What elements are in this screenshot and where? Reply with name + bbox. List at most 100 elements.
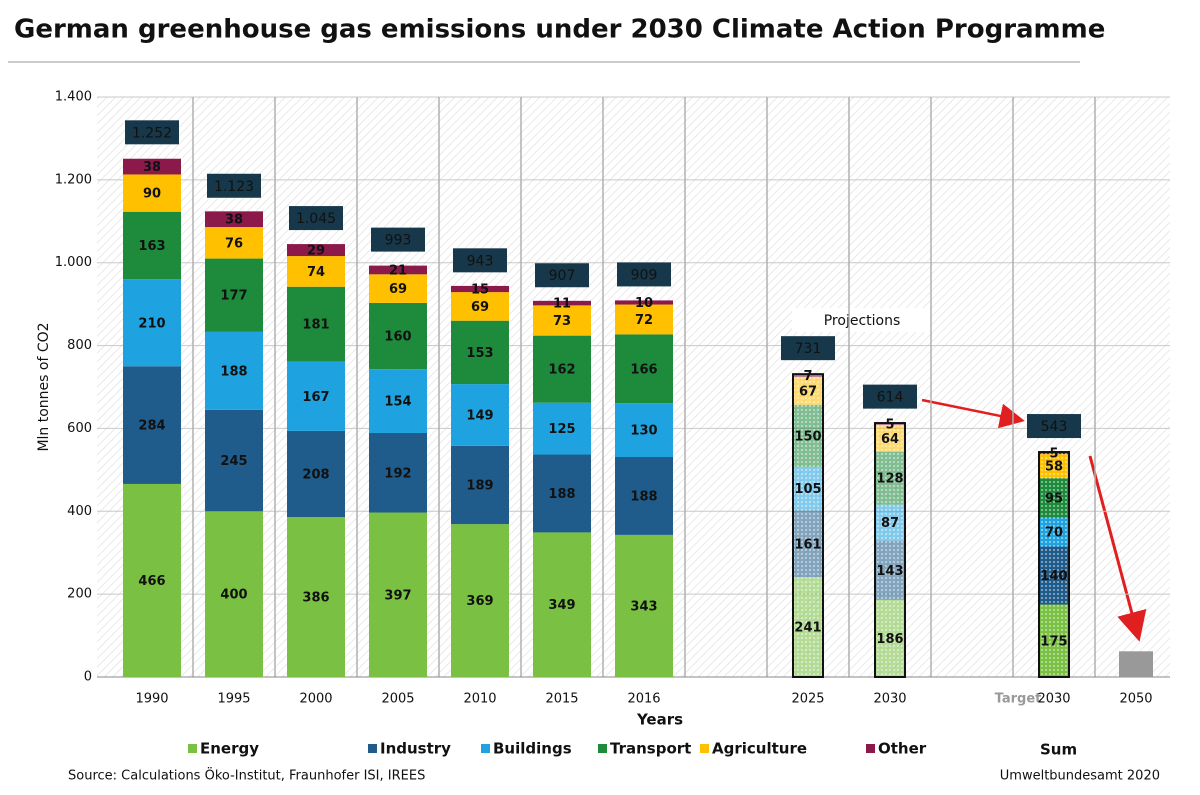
bar-segment [123,158,181,175]
bar-texture [875,451,905,505]
data-label: 466 [138,574,165,589]
total-box [535,263,589,288]
bar-segment [533,305,591,336]
bar-segment [615,534,673,677]
bar-segment [533,402,591,455]
legend-swatch [866,744,875,753]
data-label: 70 [1045,526,1063,541]
bar-texture [793,374,823,378]
legend-label: Industry [380,740,451,758]
data-label: 162 [548,363,575,378]
data-label: 38 [143,160,161,175]
bar-segment [287,361,345,431]
x-tick-label: 2016 [627,692,660,707]
data-label: 343 [630,599,657,614]
bar-segment [451,445,509,525]
total-box [453,248,507,273]
data-label: 149 [466,408,493,423]
data-label: 150 [794,429,821,444]
data-label: 38 [225,213,243,228]
bar-segment [205,331,263,410]
legend-label: Other [878,740,927,758]
data-label: 167 [302,390,329,405]
bar-texture [1039,517,1069,547]
y-tick-label: 1.200 [55,172,92,187]
legend-swatch [700,744,709,753]
data-label: 188 [630,489,657,504]
total-box [207,173,261,198]
data-label: 208 [302,468,329,483]
legend-label: Buildings [493,740,572,758]
data-label: 29 [307,244,325,259]
y-tick-label: 1.400 [55,90,92,105]
bar-segment [615,304,673,335]
data-label: 125 [548,422,575,437]
data-label: 140 [1040,569,1067,584]
data-label: 188 [220,364,247,379]
data-label: 189 [466,478,493,493]
arrow [921,398,1025,429]
bar-segment [287,517,345,677]
total-label: 731 [795,341,822,357]
data-label: 105 [794,482,821,497]
bar-segment [451,320,509,385]
data-label: 284 [138,419,165,434]
bar-segment [615,457,673,535]
data-label: 163 [138,239,165,254]
data-label: 128 [876,472,903,487]
data-label: 87 [881,516,899,531]
data-label: 160 [384,330,411,345]
bar-texture [875,540,905,600]
data-label: 210 [138,316,165,331]
data-label: 175 [1040,634,1067,649]
x-tick-label: 2000 [299,692,332,707]
bar-segment [451,292,509,321]
total-label: 993 [385,233,412,249]
bar-outline [1038,451,1070,678]
data-label: 72 [635,313,653,328]
bar-texture [1039,454,1069,479]
data-label: 400 [220,588,247,603]
bar-segment [533,335,591,403]
target-label: Target [995,692,1042,707]
total-label: 943 [467,253,494,269]
bar-segment [615,334,673,404]
x-axis-label: Years [636,711,683,729]
data-label: 58 [1045,460,1063,475]
data-label: 76 [225,236,243,251]
bar-segment [205,258,263,332]
total-label: 1.252 [132,125,172,141]
bar-segment [287,430,345,518]
legend-swatch [598,744,607,753]
data-label: 5 [885,418,894,433]
y-tick-label: 0 [84,670,92,685]
bar-texture [793,577,823,677]
bar-segment [287,256,345,287]
data-label: 5 [1049,447,1058,462]
bar-segment [205,227,263,259]
total-box [1027,414,1081,439]
bar-texture [793,466,823,511]
data-label: 95 [1045,491,1063,506]
legend-swatch [481,744,490,753]
data-label: 73 [553,314,571,329]
legend-swatch [188,744,197,753]
total-box [125,120,179,145]
bar-texture [875,423,905,426]
bar-segment [123,279,181,367]
total-label: 543 [1041,419,1068,435]
bar-segment [451,524,509,677]
y-tick-label: 600 [67,421,92,436]
legend-label: Agriculture [712,740,807,758]
bar-2050 [1119,651,1153,677]
credit: Umweltbundesamt 2020 [1000,769,1160,784]
data-label: 15 [471,283,489,298]
bar-texture [1039,604,1069,677]
bar-segment [369,512,427,677]
data-label: 241 [794,621,821,636]
data-label: 154 [384,395,411,410]
bar-segment [205,511,263,677]
bar-segment [533,454,591,533]
bar-segment [615,300,673,305]
